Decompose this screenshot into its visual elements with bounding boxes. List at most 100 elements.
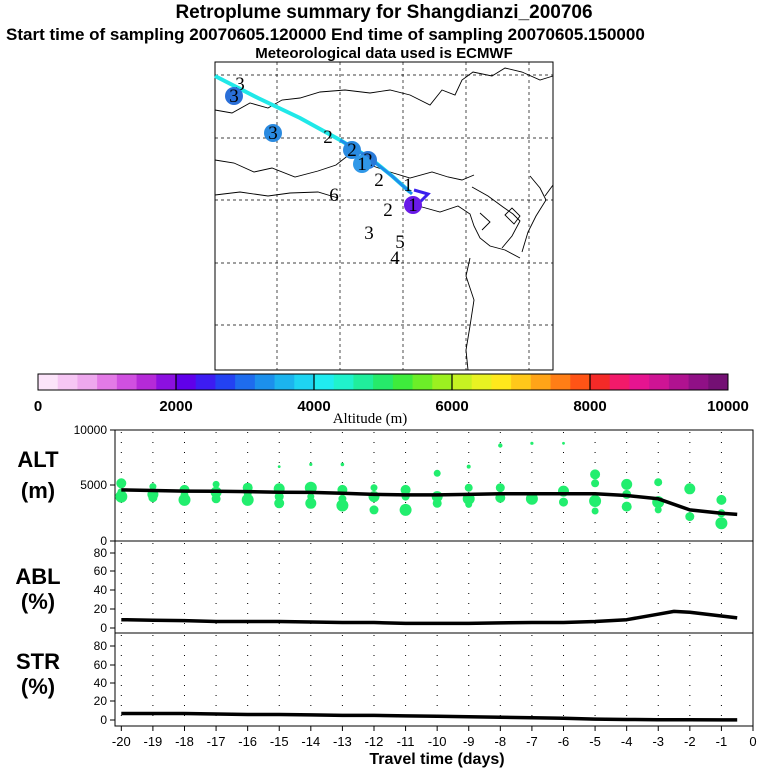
altitude-point <box>559 497 568 507</box>
met-data-note: Meteorological data used is ECMWF <box>255 45 513 62</box>
panel-abl: 80 60 40 20 0 ABL(%) <box>15 540 754 635</box>
colorbar-cell <box>550 374 571 390</box>
x-tick-label: -19 <box>144 734 163 749</box>
colorbar-cell <box>708 374 729 390</box>
panel-label: (%) <box>21 674 55 699</box>
y-tick-label: 20 <box>94 694 108 708</box>
map-marker-dot <box>225 87 243 105</box>
x-tick-label: -10 <box>428 734 447 749</box>
altitude-point <box>654 478 663 487</box>
altitude-point <box>211 494 221 504</box>
altitude-point <box>562 441 565 445</box>
altitude-point <box>309 462 313 466</box>
x-tick-label: -1 <box>716 734 728 749</box>
colorbar-cell <box>176 374 197 390</box>
colorbar-cell <box>471 374 492 390</box>
colorbar: 0 2000 4000 6000 8000 10000 Altitude (m) <box>34 373 749 427</box>
altitude-point <box>495 483 505 493</box>
colorbar-tick-label: 2000 <box>159 398 192 415</box>
altitude-point <box>465 500 473 508</box>
map-marker-label: 6 <box>329 185 339 206</box>
map-marker-label: 4 <box>390 248 400 269</box>
altitude-point <box>399 503 412 516</box>
y-tick-label: 5000 <box>80 478 107 492</box>
altitude-point <box>274 498 285 509</box>
altitude-point <box>241 493 254 506</box>
colorbar-cell <box>274 374 295 390</box>
altitude-point <box>590 469 601 480</box>
colorbar-cell <box>412 374 433 390</box>
colorbar-cell <box>570 374 591 390</box>
colorbar-cell <box>294 374 315 390</box>
series-line <box>121 488 738 517</box>
x-tick-label: -9 <box>463 734 475 749</box>
x-tick-label: 0 <box>749 734 756 749</box>
map-marker-label: 1 <box>357 154 367 175</box>
altitude-point <box>149 483 157 491</box>
colorbar-tick-label: 6000 <box>435 398 468 415</box>
colorbar-cell <box>333 374 354 390</box>
map-marker-label: 1 <box>408 195 418 216</box>
x-tick-label: -8 <box>495 734 507 749</box>
colorbar-frame <box>37 373 729 391</box>
altitude-point <box>178 493 191 506</box>
timeseries-panels: 1000050000ALT(m)806040200ABL(%)806040200… <box>15 423 756 768</box>
y-tick-label: 60 <box>94 564 108 578</box>
colorbar-cell <box>353 374 374 390</box>
map-marker-dot <box>264 124 282 142</box>
map-marker-label: 2 <box>374 170 384 191</box>
altitude-point <box>148 493 158 503</box>
y-tick-label: 20 <box>94 602 108 616</box>
x-tick-label: -15 <box>270 734 289 749</box>
x-tick-label: -11 <box>397 734 415 749</box>
colorbar-cell <box>97 374 118 390</box>
x-tick-label: -7 <box>526 734 538 749</box>
x-tick-label: -16 <box>238 734 257 749</box>
colorbar-cell <box>629 374 650 390</box>
colorbar-tick-label: 10000 <box>707 398 749 415</box>
map-marker-label: 3 <box>364 223 374 244</box>
altitude-point <box>370 484 378 492</box>
colorbar-cell <box>511 374 532 390</box>
map-marker-label: 2 <box>383 200 393 221</box>
y-tick-label: 0 <box>100 713 107 727</box>
map-marker-label: 3 <box>235 74 245 95</box>
map-panel: 333222121623541 <box>214 61 554 371</box>
colorbar-tick-label: 4000 <box>297 398 330 415</box>
colorbar-cell <box>373 374 394 390</box>
y-tick-label: 40 <box>94 583 108 597</box>
altitude-point <box>591 507 599 515</box>
altitude-point <box>715 517 728 530</box>
colorbar-cell <box>609 374 630 390</box>
colorbar-tick-label: 0 <box>34 398 42 415</box>
altitude-point <box>530 441 534 445</box>
colorbar-cell <box>215 374 236 390</box>
y-tick-label: 0 <box>100 534 107 548</box>
altitude-point <box>212 480 220 488</box>
map-marker-label: 3 <box>229 86 239 107</box>
x-tick-label: -3 <box>652 734 664 749</box>
altitude-point <box>685 512 695 522</box>
altitude-point <box>589 495 602 507</box>
panel-label: ALT <box>17 447 59 472</box>
chart-title: Retroplume summary for Shangdianzi_20070… <box>175 2 593 23</box>
map-marker-label: 5 <box>395 232 405 253</box>
altitude-point <box>336 499 349 512</box>
altitude-point <box>400 484 411 495</box>
altitude-point <box>654 506 662 514</box>
altitude-point <box>498 443 503 448</box>
series-line <box>121 609 738 626</box>
panel-label: STR <box>16 649 60 674</box>
y-tick-label: 10000 <box>74 423 108 437</box>
colorbar-cell <box>235 374 256 390</box>
colorbar-cell <box>452 374 473 390</box>
colorbar-cell <box>668 374 689 390</box>
y-tick-label: 0 <box>100 621 107 635</box>
y-tick-label: 40 <box>94 676 108 690</box>
altitude-point <box>525 492 538 505</box>
colorbar-cell <box>57 374 78 390</box>
map-markers: 333222121623541 <box>225 74 422 269</box>
map-marker-dot <box>343 141 361 159</box>
colorbar-tick-label: 8000 <box>573 398 606 415</box>
